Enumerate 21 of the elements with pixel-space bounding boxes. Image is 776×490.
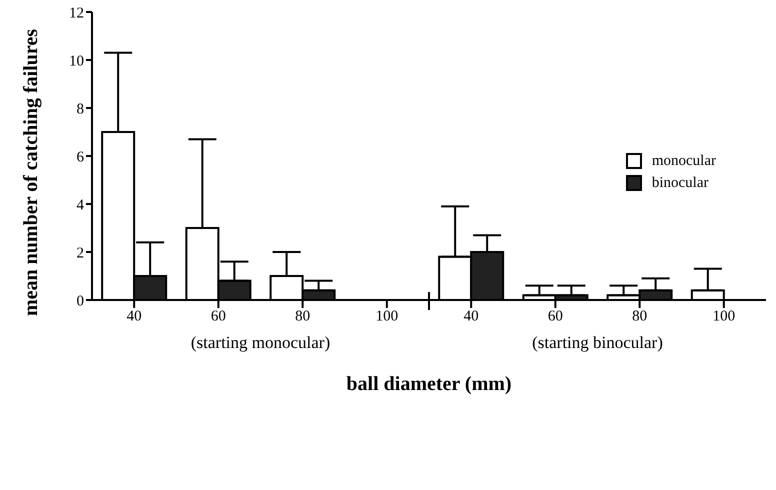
x-tick-label: 60: [210, 308, 226, 325]
text: (starting binocular): [532, 333, 663, 352]
y-axis-title: mean number of catching failures: [20, 28, 42, 316]
y-tick-label: 10: [69, 53, 84, 70]
y-tick-label: 4: [76, 197, 84, 214]
y-tick-label: 6: [76, 149, 84, 166]
x-tick-label: 40: [464, 308, 479, 325]
text: (starting monocular): [190, 333, 330, 352]
y-tick-label: 0: [76, 293, 84, 310]
x-tick-label: 80: [295, 308, 310, 325]
x-tick-label: 80: [632, 308, 648, 325]
x-tick-label: 100: [376, 308, 398, 325]
x-tick-label: 60: [548, 308, 563, 325]
x-tick-label: 100: [712, 308, 736, 325]
y-tick-label: 2: [76, 245, 84, 262]
legend-label: monocular: [652, 152, 716, 171]
x-axis-title: ball diameter (mm): [346, 373, 512, 395]
y-tick-label: 8: [76, 101, 84, 118]
x-tick-label: 40: [126, 308, 142, 325]
y-tick-label: 12: [69, 5, 84, 22]
legend-label: binocular: [652, 174, 708, 193]
